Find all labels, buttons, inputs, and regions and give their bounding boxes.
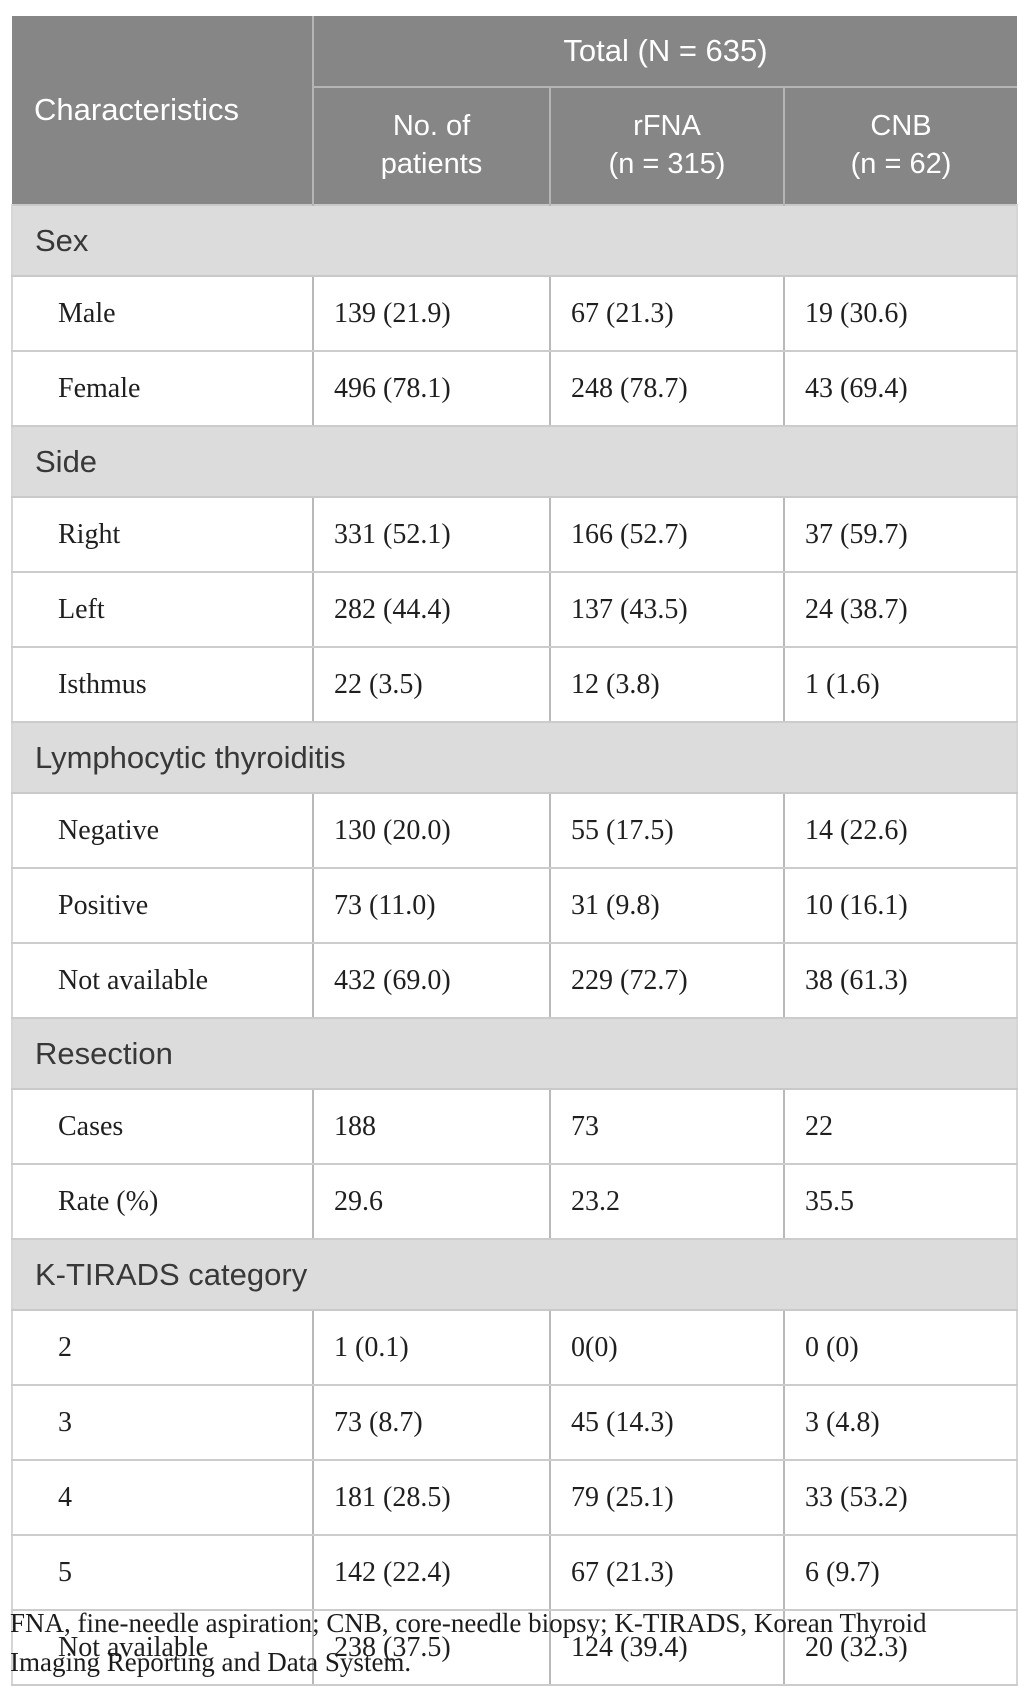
row-label: 3 [11, 1384, 313, 1461]
row-label: Female [11, 350, 313, 427]
row-value: 43 (69.4) [783, 350, 1018, 427]
characteristics-table-wrap: Characteristics Total (N = 635) No. of p… [11, 16, 1018, 1686]
table-row: Cases 188 73 22 [11, 1088, 1018, 1165]
characteristics-table: Characteristics Total (N = 635) No. of p… [11, 16, 1018, 1686]
row-value: 10 (16.1) [783, 867, 1018, 944]
table-row: Male 139 (21.9) 67 (21.3) 19 (30.6) [11, 275, 1018, 352]
table-row: Right 331 (52.1) 166 (52.7) 37 (59.7) [11, 496, 1018, 573]
section-title: Resection [11, 1017, 1018, 1090]
section-title: K-TIRADS category [11, 1238, 1018, 1311]
characteristics-header-cell: Characteristics [12, 16, 314, 205]
section-header-row: Sex [11, 204, 1018, 277]
row-label: Positive [11, 867, 313, 944]
no-of-patients-header-cell: No. of patients [313, 87, 550, 205]
row-value: 124 (39.4) [549, 1609, 784, 1686]
row-label: Not available [11, 942, 313, 1019]
row-value: 12 (3.8) [549, 646, 784, 723]
row-value: 1 (1.6) [783, 646, 1018, 723]
row-value: 79 (25.1) [549, 1459, 784, 1536]
section-header-row: Lymphocytic thyroiditis [11, 721, 1018, 794]
row-value: 166 (52.7) [549, 496, 784, 573]
row-label: Right [11, 496, 313, 573]
table-row: 4 181 (28.5) 79 (25.1) 33 (53.2) [11, 1459, 1018, 1536]
table-row: Positive 73 (11.0) 31 (9.8) 10 (16.1) [11, 867, 1018, 944]
row-label: 5 [11, 1534, 313, 1611]
row-value: 432 (69.0) [312, 942, 550, 1019]
row-label: Rate (%) [11, 1163, 313, 1240]
row-value: 33 (53.2) [783, 1459, 1018, 1536]
row-label: Isthmus [11, 646, 313, 723]
rfna-header-cell: rFNA (n = 315) [549, 87, 784, 205]
row-value: 29.6 [312, 1163, 550, 1240]
row-value: 31 (9.8) [549, 867, 784, 944]
section-header-row: K-TIRADS category [11, 1238, 1018, 1311]
table-footnote: FNA, fine-needle aspiration; CNB, core-n… [10, 1608, 927, 1678]
section-title: Side [11, 425, 1018, 498]
row-value: 73 [549, 1088, 784, 1165]
row-label: Not available [11, 1609, 313, 1686]
row-value: 282 (44.4) [312, 571, 550, 648]
table-row: Not available 238 (37.5) 124 (39.4) 20 (32.… [11, 1609, 1018, 1686]
section-title: Lymphocytic thyroiditis [11, 721, 1018, 794]
table-row: Left 282 (44.4) 137 (43.5) 24 (38.7) [11, 571, 1018, 648]
row-value: 0(0) [549, 1309, 784, 1386]
row-value: 22 [783, 1088, 1018, 1165]
row-value: 73 (11.0) [312, 867, 550, 944]
row-value: 188 [312, 1088, 550, 1165]
row-value: 139 (21.9) [312, 275, 550, 352]
total-header-cell: Total (N = 635) [313, 16, 1017, 88]
table-row: Rate (%) 29.6 23.2 35.5 [11, 1163, 1018, 1240]
row-label: Male [11, 275, 313, 352]
row-value: 24 (38.7) [783, 571, 1018, 648]
row-value: 14 (22.6) [783, 792, 1018, 869]
row-value: 45 (14.3) [549, 1384, 784, 1461]
row-value: 35.5 [783, 1163, 1018, 1240]
table-row: Not available 432 (69.0) 229 (72.7) 38 (61.… [11, 942, 1018, 1019]
row-value: 496 (78.1) [312, 350, 550, 427]
row-value: 38 (61.3) [783, 942, 1018, 1019]
row-value: 248 (78.7) [549, 350, 784, 427]
row-value: 181 (28.5) [312, 1459, 550, 1536]
row-label: 2 [11, 1309, 313, 1386]
row-value: 130 (20.0) [312, 792, 550, 869]
row-value: 37 (59.7) [783, 496, 1018, 573]
row-value: 6 (9.7) [783, 1534, 1018, 1611]
table-row: Isthmus 22 (3.5) 12 (3.8) 1 (1.6) [11, 646, 1018, 723]
row-label: Cases [11, 1088, 313, 1165]
table-row: Negative 130 (20.0) 55 (17.5) 14 (22.6) [11, 792, 1018, 869]
row-value: 22 (3.5) [312, 646, 550, 723]
row-value: 142 (22.4) [312, 1534, 550, 1611]
row-value: 0 (0) [783, 1309, 1018, 1386]
row-value: 19 (30.6) [783, 275, 1018, 352]
row-value: 20 (32.3) [783, 1609, 1018, 1686]
table-row: 3 73 (8.7) 45 (14.3) 3 (4.8) [11, 1384, 1018, 1461]
row-value: 229 (72.7) [549, 942, 784, 1019]
cnb-header-cell: CNB (n = 62) [783, 87, 1017, 205]
section-header-row: Resection [11, 1017, 1018, 1090]
table-body: Sex Male 139 (21.9) 67 (21.3) 19 (30.6) Femal… [11, 204, 1018, 1686]
row-label: Negative [11, 792, 313, 869]
row-value: 55 (17.5) [549, 792, 784, 869]
row-label: 4 [11, 1459, 313, 1536]
row-value: 23.2 [549, 1163, 784, 1240]
row-value: 137 (43.5) [549, 571, 784, 648]
table-header: Characteristics Total (N = 635) No. of p… [12, 16, 1017, 205]
row-value: 73 (8.7) [312, 1384, 550, 1461]
row-label: Left [11, 571, 313, 648]
row-value: 3 (4.8) [783, 1384, 1018, 1461]
table-row: 5 142 (22.4) 67 (21.3) 6 (9.7) [11, 1534, 1018, 1611]
row-value: 67 (21.3) [549, 1534, 784, 1611]
row-value: 1 (0.1) [312, 1309, 550, 1386]
section-title: Sex [11, 204, 1018, 277]
row-value: 331 (52.1) [312, 496, 550, 573]
table-row: Female 496 (78.1) 248 (78.7) 43 (69.4) [11, 350, 1018, 427]
row-value: 67 (21.3) [549, 275, 784, 352]
section-header-row: Side [11, 425, 1018, 498]
